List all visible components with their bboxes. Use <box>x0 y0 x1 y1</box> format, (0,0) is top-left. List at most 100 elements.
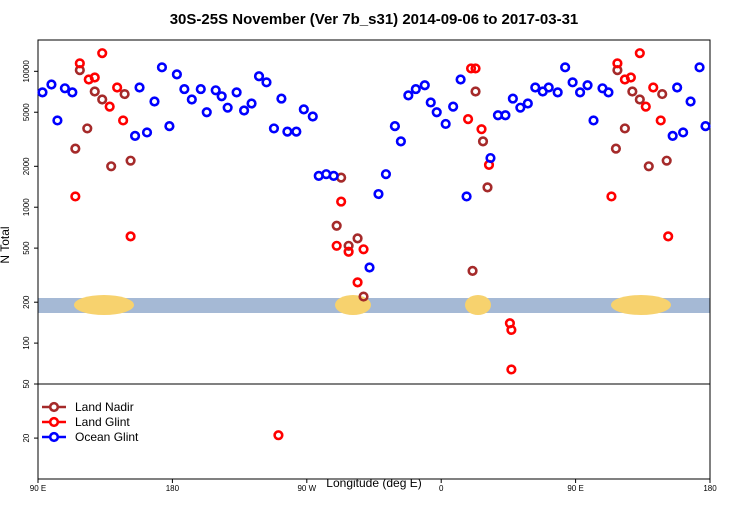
point <box>462 114 474 125</box>
x-tick-label: 180 <box>166 484 180 493</box>
point <box>661 155 672 166</box>
point <box>186 94 197 105</box>
point <box>358 244 369 255</box>
point <box>352 277 363 288</box>
chart-title: 30S-25S November (Ver 7b_s31) 2014-09-06… <box>170 11 579 28</box>
point <box>440 118 451 130</box>
point <box>655 115 666 126</box>
point <box>282 126 293 137</box>
point <box>273 430 284 441</box>
x-tick-label: 90 W <box>297 484 316 493</box>
point <box>657 88 668 100</box>
point <box>603 87 614 98</box>
point <box>201 107 212 118</box>
x-tick-label: 90 E <box>567 484 583 493</box>
point <box>216 91 227 102</box>
x-tick-label: 180 <box>703 484 717 493</box>
point <box>125 155 136 166</box>
point <box>694 62 705 73</box>
point <box>455 74 466 85</box>
point <box>149 96 160 107</box>
point <box>104 101 115 112</box>
point <box>291 126 302 137</box>
point <box>567 77 578 88</box>
point <box>222 102 233 113</box>
point <box>195 83 206 95</box>
point <box>74 58 85 69</box>
point <box>643 161 654 172</box>
point <box>431 107 442 118</box>
point <box>336 196 347 207</box>
point <box>476 124 487 135</box>
point <box>477 136 489 147</box>
point <box>612 58 623 69</box>
point <box>530 82 541 93</box>
point <box>640 101 651 112</box>
point <box>246 98 257 109</box>
point <box>625 72 636 83</box>
point <box>253 71 265 82</box>
point <box>112 82 123 93</box>
point <box>97 48 108 59</box>
point <box>89 72 100 83</box>
point <box>648 82 659 93</box>
band <box>38 298 710 313</box>
point <box>37 87 48 98</box>
y-tick-label: 200 <box>22 295 31 309</box>
legend-marker <box>48 416 60 428</box>
point <box>700 121 711 132</box>
point <box>89 86 100 97</box>
legend-marker <box>48 401 60 413</box>
point <box>352 233 363 244</box>
y-tick-label: 1000 <box>22 198 31 216</box>
point <box>106 161 117 172</box>
point <box>619 123 630 134</box>
point <box>515 102 526 113</box>
band-segment <box>465 295 491 315</box>
point <box>672 82 683 93</box>
y-axis-label: N Total <box>0 226 12 263</box>
point <box>465 63 477 74</box>
band-segment <box>611 295 671 315</box>
point <box>403 90 414 101</box>
point <box>425 97 436 108</box>
point <box>70 191 81 202</box>
point <box>261 77 272 88</box>
point <box>331 240 342 251</box>
plot-frame <box>37 39 711 480</box>
point <box>276 93 287 104</box>
y-tick-label: 500 <box>22 241 31 255</box>
point <box>156 62 168 73</box>
point <box>419 80 430 91</box>
point <box>307 111 318 122</box>
point <box>343 240 354 251</box>
x-tick-label: 90 E <box>30 484 46 493</box>
y-tick-label: 100 <box>22 336 31 350</box>
point <box>395 136 406 147</box>
point <box>59 83 70 94</box>
point <box>560 62 571 73</box>
point <box>470 63 481 74</box>
point <box>552 87 563 98</box>
x-axis-label: Longitude (deg E) <box>326 476 421 490</box>
point <box>364 262 375 273</box>
point <box>210 85 221 96</box>
point <box>485 152 496 164</box>
legend-label: Land Nadir <box>75 400 134 414</box>
point <box>119 88 130 100</box>
point <box>461 191 472 202</box>
y-tick-label: 20 <box>22 433 31 442</box>
legend-label: Land Glint <box>75 415 130 429</box>
point <box>470 86 481 97</box>
point <box>179 83 190 95</box>
legend-marker <box>48 431 60 443</box>
point <box>543 82 554 93</box>
point <box>134 82 145 93</box>
point <box>506 324 517 336</box>
point <box>410 83 421 95</box>
point <box>574 87 586 98</box>
point <box>298 104 309 115</box>
y-tick-label: 10000 <box>22 60 31 83</box>
